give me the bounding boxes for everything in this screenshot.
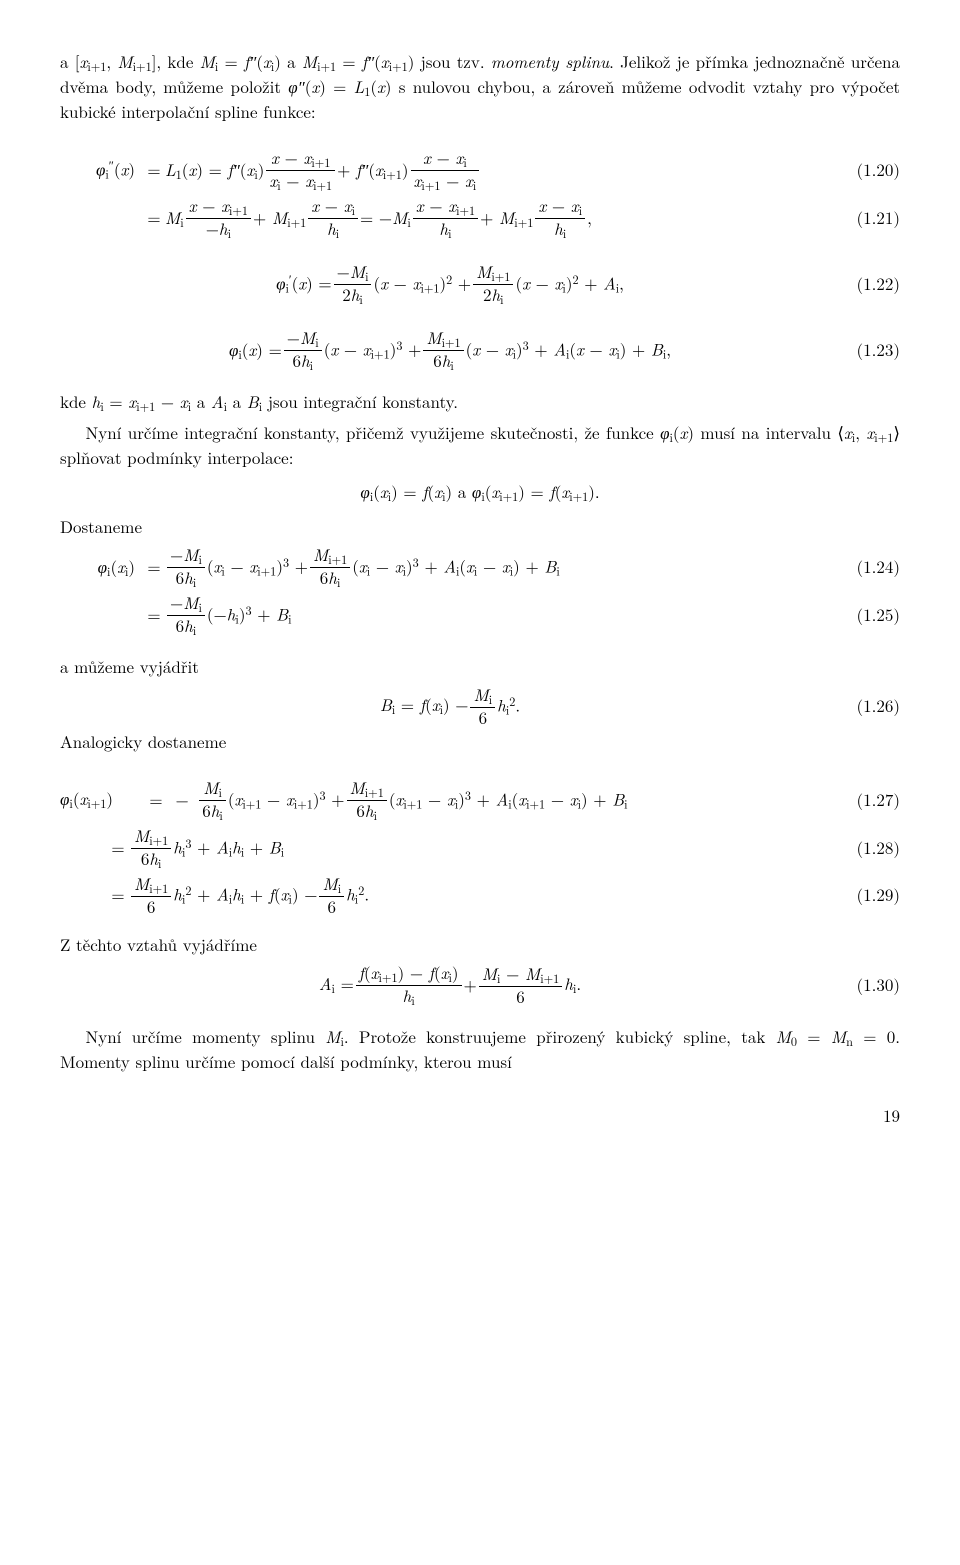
paragraph-6: Analogicky dostaneme [60,730,900,754]
equation-1-29: = Mi+16 hi2 + Aihi + f(xi) − Mi6 hi2. (1… [60,874,900,915]
equation-number: (1.27) [840,788,900,812]
paragraph-1: a [xi+1, Mi+1], kde Mi = f″(xi) a Mi+1 =… [60,50,900,124]
equation-1-23: φi(x) = −Mi6hi (x − xi+1)3 + Mi+16hi (x … [60,328,900,372]
equals-sign: = [143,206,165,230]
equals-sign: = [143,555,165,579]
paragraph-5: a můžeme vyjádřit [60,655,900,679]
equation-1-30: Ai = f(xi+1) − f(xi)hi + Mi − Mi+16 hi. … [60,963,900,1007]
equation-number: (1.24) [840,555,900,579]
equation-number: (1.28) [840,836,900,860]
equals-sign: = [145,788,167,812]
equation-1-22: φi′(x) = −Mi2hi (x − xi+1)2 + Mi+12hi (x… [60,262,900,306]
equals-sign: = [107,836,129,860]
equation-number: (1.25) [840,603,900,627]
page-number: 19 [60,1104,900,1128]
inline-equation-interp: φi(xi) = f(xi) a φi(xi+1) = f(xi+1). [60,480,900,505]
paragraph-7: Z těchto vztahů vyjádříme [60,933,900,957]
equation-1-26: Bi = f(xi) − Mi6 hi2. (1.26) [60,685,900,726]
equation-number: (1.26) [840,694,900,718]
paragraph-4: Dostaneme [60,515,900,539]
equation-number: (1.20) [840,158,900,182]
equation-1-20: φi″(x) = L1(x) = f″(xi) x − xi+1xi − xi+… [60,148,900,192]
paragraph-3: Nyní určíme integrační konstanty, přičem… [60,421,900,470]
equation-number: (1.23) [840,338,900,362]
equation-number: (1.21) [840,206,900,230]
equals-sign: = [107,883,129,907]
paragraph-8: Nyní určíme momenty splinu Mi. Protože k… [60,1025,900,1074]
equation-1-25: = −Mi6hi (−hi)3 + Bi (1.25) [60,593,900,637]
equation-number: (1.22) [840,272,900,296]
equation-1-24: φi(xi) = −Mi6hi (xi − xi+1)3 + Mi+16hi (… [60,545,900,589]
equals-sign: = [143,158,165,182]
equation-1-27: φi(xi+1) = − Mi6hi (xi+1 − xi+1)3 + Mi+1… [60,778,900,822]
equation-1-21: = Mi x − xi+1−hi + Mi+1 x − xihi = −Mi x… [60,196,900,240]
equation-number: (1.29) [840,883,900,907]
equals-sign: = [143,603,165,627]
equation-1-28: = Mi+16hi hi3 + Aihi + Bi (1.28) [60,826,900,870]
paragraph-2: kde hi = xi+1 − xi a Ai a Bi jsou integr… [60,390,900,415]
equation-number: (1.30) [840,973,900,997]
